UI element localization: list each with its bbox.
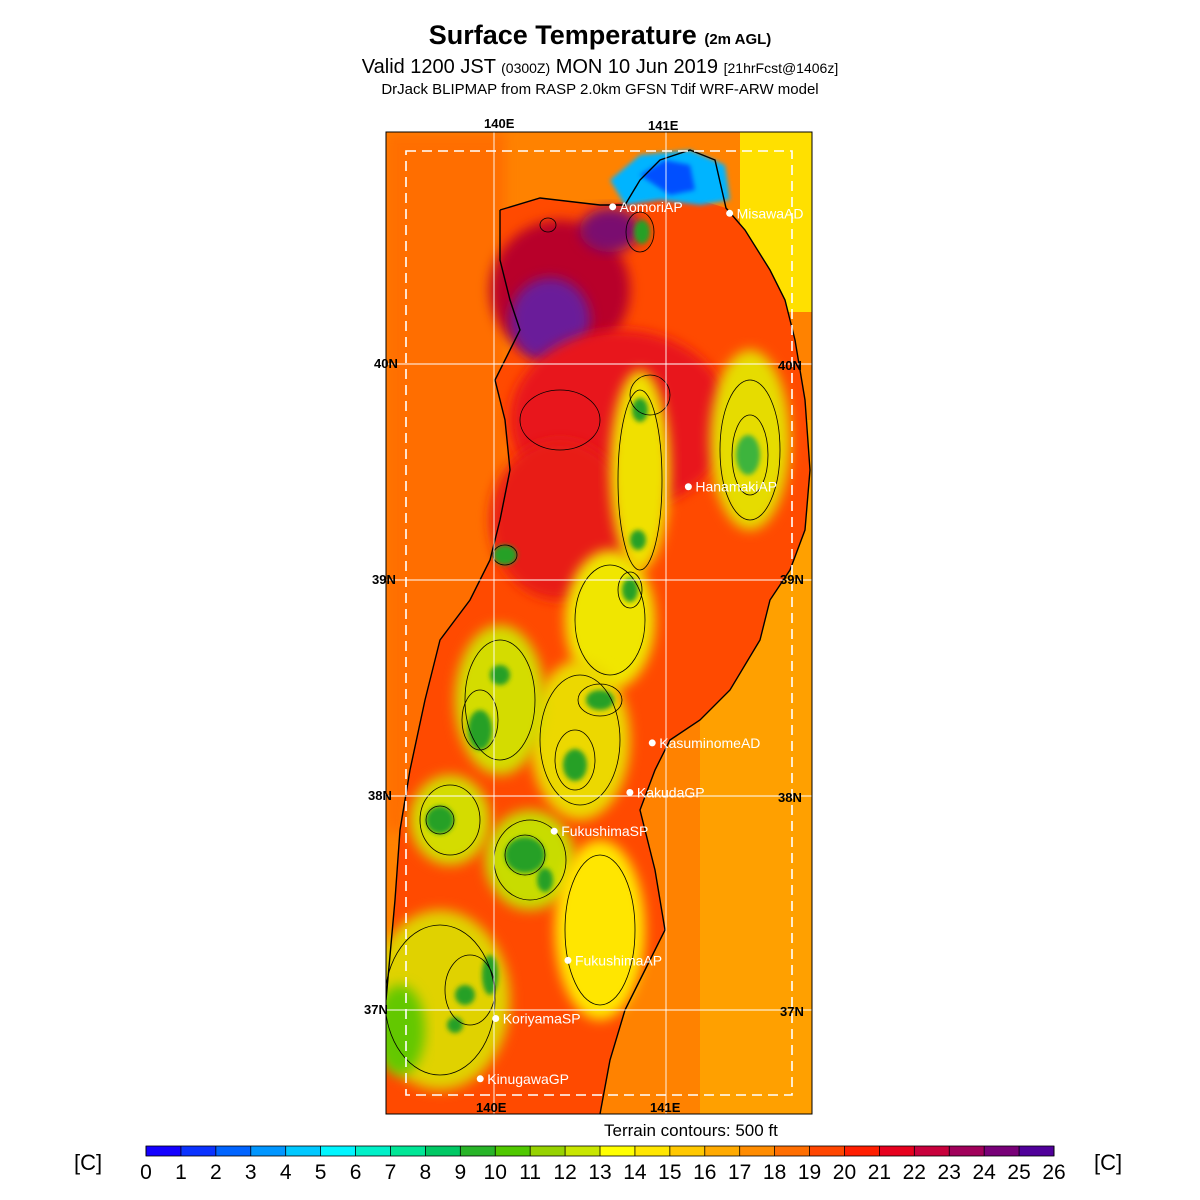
station-marker-fukushimasp bbox=[550, 827, 558, 835]
map-frame bbox=[385, 131, 813, 1115]
lat-label-39-right: 39N bbox=[780, 572, 804, 587]
station-label-aomoriap: AomoriAP bbox=[620, 199, 683, 215]
purple-zone-2 bbox=[580, 208, 640, 252]
unit-label-left: [C] bbox=[74, 1150, 103, 1175]
lat-label-40-right: 40N bbox=[778, 358, 802, 373]
lat-lon-grid bbox=[386, 132, 812, 1114]
lon-label-141: 141E bbox=[648, 118, 679, 133]
lat-label-37-right: 37N bbox=[780, 1004, 804, 1019]
green-peaks bbox=[426, 220, 650, 1033]
station-marker-kinugawagp bbox=[476, 1075, 484, 1083]
valid-date: MON 10 Jun 2019 bbox=[555, 56, 719, 78]
asahi-range bbox=[455, 625, 545, 775]
coastline bbox=[386, 149, 811, 1114]
station-marker-misawaad bbox=[726, 209, 734, 217]
station-marker-hanamakiap bbox=[684, 483, 692, 491]
valid-time-line: Valid 1200 JST (0300Z) MON 10 Jun 2019 [… bbox=[0, 56, 1200, 79]
lat-label-39-left: 39N bbox=[372, 572, 396, 587]
map-title: Surface Temperature (2m AGL) bbox=[0, 20, 1200, 51]
lon-label-141-bottom: 141E bbox=[650, 1100, 681, 1115]
model-description: DrJack BLIPMAP from RASP 2.0km GFSN Tdif… bbox=[381, 81, 819, 98]
lat-label-38-right: 38N bbox=[778, 790, 802, 805]
title-main: Surface Temperature bbox=[428, 20, 697, 50]
station-label-fukushimasp: FukushimaSP bbox=[561, 823, 648, 839]
inner-domain-boundary bbox=[405, 150, 793, 1096]
station-label-kasuminomead: KasuminomeAD bbox=[659, 735, 760, 751]
station-label-kakudagp: KakudaGP bbox=[637, 784, 705, 800]
lat-label-40-left: 40N bbox=[374, 356, 398, 371]
unit-label-right: [C] bbox=[1094, 1150, 1123, 1175]
lon-label-140: 140E bbox=[484, 116, 515, 131]
station-label-kinugawagp: KinugawaGP bbox=[487, 1071, 569, 1087]
station-marker-fukushimaap bbox=[564, 956, 572, 964]
lat-label-38-left: 38N bbox=[368, 788, 392, 803]
station-label-fukushimaap: FukushimaAP bbox=[575, 952, 662, 968]
valid-utc: (0300Z) bbox=[501, 60, 551, 76]
southwest-green bbox=[386, 985, 425, 1075]
station-marker-kasuminomead bbox=[648, 739, 656, 747]
station-marker-kakudagp bbox=[626, 788, 634, 796]
station-label-misawaad: MisawaAD bbox=[737, 205, 804, 221]
abukuma-range bbox=[555, 840, 645, 1020]
terrain-contour-note: Terrain contours: 500 ft bbox=[604, 1121, 778, 1140]
station-label-koriyamasp: KoriyamaSP bbox=[503, 1011, 581, 1027]
forecast-info: [21hrFcst@1406z] bbox=[723, 60, 839, 76]
ou-range-north bbox=[610, 370, 670, 570]
lat-label-37-left: 37N bbox=[364, 1002, 388, 1017]
title-suffix: (2m AGL) bbox=[704, 31, 772, 48]
valid-main: Valid 1200 JST bbox=[361, 56, 496, 78]
station-layer: AomoriAP MisawaAD HanamakiAP KasuminomeAD Ka… bbox=[476, 199, 804, 1087]
mutsu-bay-deep bbox=[640, 160, 695, 195]
station-marker-aomoriap bbox=[609, 203, 617, 211]
station-marker-koriyamasp bbox=[492, 1015, 500, 1023]
kitakami-peak bbox=[736, 435, 760, 475]
station-label-hanamakiap: HanamakiAP bbox=[695, 479, 777, 495]
lon-label-140-bottom: 140E bbox=[476, 1100, 507, 1115]
